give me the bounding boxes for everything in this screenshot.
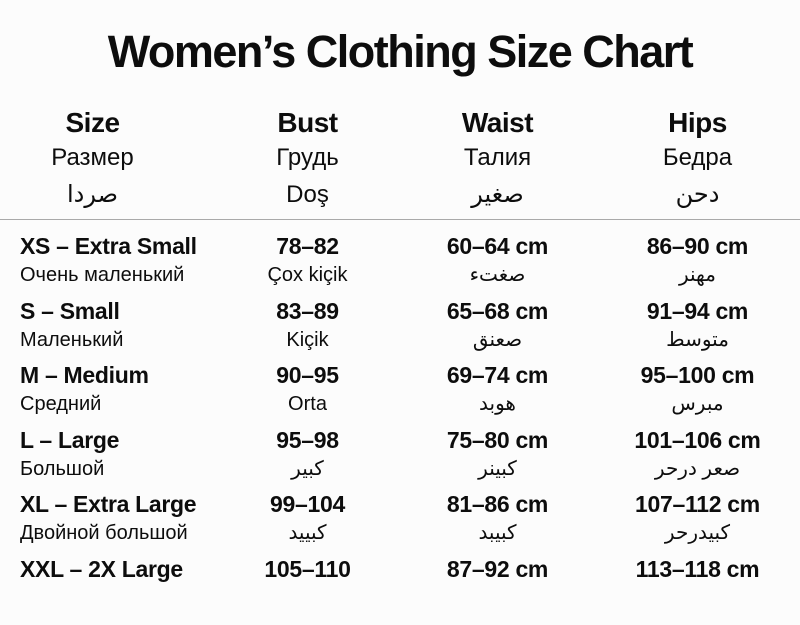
hips-sublabel: مبرس	[671, 393, 724, 415]
waist-sublabel: صغتء	[469, 264, 526, 286]
hips-value: 101–106 cm	[634, 426, 761, 453]
header-waist-en: Waist	[461, 107, 534, 138]
size-sublabel: Очень маленький	[20, 264, 185, 286]
hips-cell: 91–94 cm متوسط	[595, 289, 800, 354]
waist-sublabel: كبيبد	[478, 522, 517, 544]
header-divider	[0, 219, 800, 220]
hips-cell: 86–90 cm مهنر	[595, 224, 800, 289]
header-waist-ru: Талия	[463, 144, 532, 171]
table-body: XS – Extra Small Очень маленький 78–82 Ç…	[0, 224, 800, 611]
waist-sublabel: هوبد	[479, 393, 516, 415]
column-header-size: Size Размер صردا	[0, 106, 215, 214]
size-cell: S – Small Маленький	[0, 289, 215, 354]
hips-sublabel: صعر درحر	[654, 457, 741, 480]
column-header-bust: Bust Грудь Doş	[215, 106, 400, 214]
size-cell: L – Large Большой	[0, 418, 215, 483]
hips-cell: 107–112 cm كبيدرحر	[595, 482, 800, 547]
size-sublabel: Большой	[20, 457, 105, 480]
header-hips-ru: Бедра	[662, 144, 733, 171]
size-cell: M – Medium Средний	[0, 353, 215, 418]
bust-sublabel: Çox kiçik	[267, 264, 348, 286]
table-row-s: S – Small Маленький 83–89 Kiçik 65–68 cm…	[0, 289, 800, 354]
hips-cell: 101–106 cm صعر درحر	[595, 418, 800, 483]
bust-sublabel: Orta	[288, 393, 327, 415]
bust-cell: 78–82 Çox kiçik	[215, 224, 400, 289]
header-size-en: Size	[65, 107, 120, 138]
size-cell: XXL – 2X Large	[0, 547, 215, 612]
size-sublabel: Двойной большой	[20, 522, 188, 544]
hips-sublabel: مهنر	[678, 264, 716, 286]
waist-value: 81–86 cm	[446, 491, 549, 517]
bust-cell: 83–89 Kiçik	[215, 289, 400, 354]
bust-cell: 90–95 Orta	[215, 353, 400, 418]
column-header-waist: Waist Талия صغير	[400, 106, 595, 214]
bust-value: 78–82	[276, 233, 339, 259]
hips-cell: 95–100 cm مبرس	[595, 353, 800, 418]
waist-cell: 75–80 cm كبينر	[400, 418, 595, 483]
hips-value: 95–100 cm	[640, 362, 755, 388]
size-sublabel: Средний	[20, 393, 102, 415]
waist-sublabel: صعنق	[472, 328, 523, 351]
bust-cell: 99–104 كبييد	[215, 482, 400, 547]
hips-sublabel: كبيدرحر	[664, 522, 731, 544]
hips-cell: 113–118 cm	[595, 547, 800, 612]
bust-sublabel: كبييد	[288, 522, 327, 544]
waist-sublabel: كبينر	[478, 457, 517, 480]
bust-value: 90–95	[276, 362, 339, 388]
table-header-row: Size Размер صردا Bust Грудь Doş Waist Та…	[0, 106, 800, 214]
size-label: S – Small	[20, 297, 120, 324]
waist-cell: 69–74 cm هوبد	[400, 353, 595, 418]
size-sublabel: Маленький	[20, 328, 124, 351]
size-cell: XS – Extra Small Очень маленький	[0, 224, 215, 289]
hips-value: 86–90 cm	[646, 233, 749, 259]
header-size-ar: صردا	[67, 181, 118, 208]
header-bust-az: Doş	[286, 181, 329, 208]
bust-sublabel: كبير	[291, 457, 324, 480]
header-bust-en: Bust	[277, 107, 338, 138]
column-header-hips: Hips Бедра دحن	[595, 106, 800, 214]
header-waist-ar: صغير	[471, 181, 524, 208]
bust-cell: 95–98 كبير	[215, 418, 400, 483]
hips-sublabel: متوسط	[666, 328, 729, 351]
bust-value: 83–89	[276, 297, 339, 324]
waist-value: 65–68 cm	[446, 297, 549, 324]
waist-cell: 65–68 cm صعنق	[400, 289, 595, 354]
table-row-xs: XS – Extra Small Очень маленький 78–82 Ç…	[0, 224, 800, 289]
bust-sublabel: Kiçik	[286, 328, 329, 351]
size-label: XXL – 2X Large	[20, 555, 183, 582]
waist-value: 75–80 cm	[446, 426, 549, 453]
hips-value: 113–118 cm	[635, 555, 760, 582]
waist-value: 87–92 cm	[446, 555, 549, 582]
table-row-m: M – Medium Средний 90–95 Orta 69–74 cm ه…	[0, 353, 800, 418]
waist-value: 69–74 cm	[446, 362, 549, 388]
waist-cell: 87–92 cm	[400, 547, 595, 612]
header-bust-ru: Грудь	[276, 144, 339, 171]
size-label: XL – Extra Large	[20, 491, 197, 517]
bust-value: 95–98	[276, 426, 339, 453]
table-row-l: L – Large Большой 95–98 كبير 75–80 cm كب…	[0, 418, 800, 483]
table-row-xl: XL – Extra Large Двойной большой 99–104 …	[0, 482, 800, 547]
page-title: Women’s Clothing Size Chart	[107, 26, 694, 77]
header-hips-en: Hips	[668, 107, 727, 138]
size-cell: XL – Extra Large Двойной большой	[0, 482, 215, 547]
header-hips-ar: دحن	[675, 181, 720, 208]
header-size-ru: Размер	[51, 144, 134, 171]
bust-value: 99–104	[270, 491, 345, 517]
waist-cell: 60–64 cm صغتء	[400, 224, 595, 289]
size-chart-page: { "page": { "title": "Women’s Clothing S…	[0, 26, 800, 625]
waist-value: 60–64 cm	[446, 233, 549, 259]
hips-value: 107–112 cm	[635, 491, 760, 517]
table-row-xxl: XXL – 2X Large 105–110 87–92 cm 113–118 …	[0, 547, 800, 612]
size-label: M – Medium	[20, 362, 149, 388]
size-label: XS – Extra Small	[20, 233, 197, 259]
bust-cell: 105–110	[215, 547, 400, 612]
waist-cell: 81–86 cm كبيبد	[400, 482, 595, 547]
bust-value: 105–110	[264, 555, 351, 582]
hips-value: 91–94 cm	[646, 297, 749, 324]
size-label: L – Large	[20, 426, 120, 453]
